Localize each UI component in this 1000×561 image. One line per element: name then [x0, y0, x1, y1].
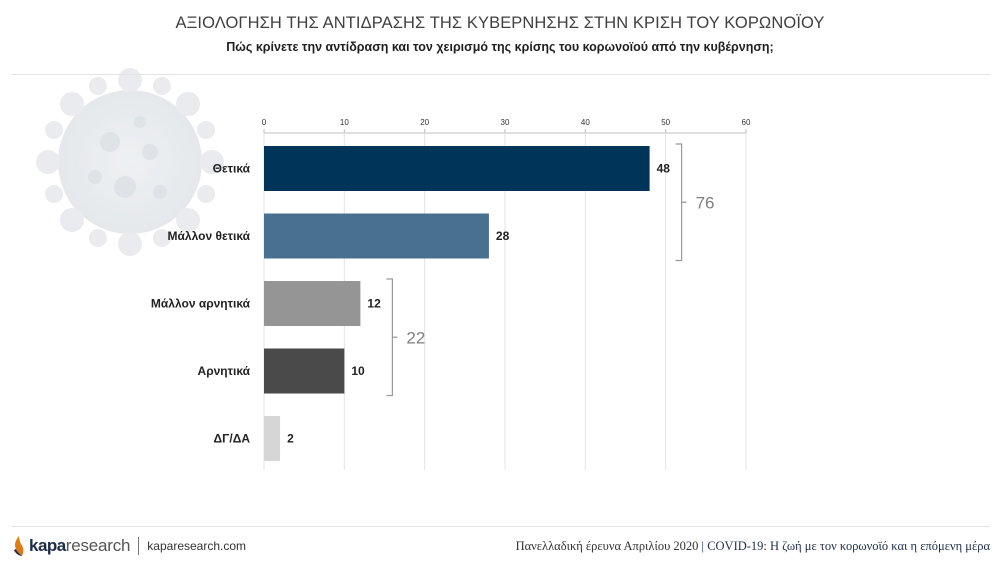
bar [264, 416, 281, 461]
value-label: 10 [351, 364, 365, 378]
logo-kapa-text: kapa [29, 536, 66, 555]
value-label: 12 [367, 297, 381, 311]
value-label: 28 [496, 229, 510, 243]
logo-research-text: research [65, 536, 131, 555]
footer-survey: Πανελλαδική έρευνα Απριλίου 2020 [515, 539, 699, 553]
chart-title: ΑΞΙΟΛΟΓΗΣΗ ΤΗΣ ΑΝΤΙΔΡΑΣΗΣ ΤΗΣ ΚΥΒΕΡΝΗΣΗΣ… [175, 14, 825, 32]
virus-illustration [36, 68, 224, 256]
footer-website: kaparesearch.com [147, 539, 247, 553]
bar [264, 281, 361, 326]
category-label: Αρνητικά [198, 364, 251, 378]
group-total-label: 76 [696, 193, 715, 212]
footer-topic: COVID-19: Η ζωή με τον κορωνοϊό και η επ… [707, 539, 990, 553]
kapa-logo-icon [14, 536, 24, 556]
value-labels: 48 28 12 10 2 [287, 162, 670, 446]
category-label: ΔΓ/ΔΑ [214, 432, 251, 446]
footer-survey-info: Πανελλαδική έρευνα Απριλίου 2020 | COVID… [516, 539, 990, 554]
category-labels: Θετικά Μάλλον θετικά Μάλλον αρνητικά Αρνητι… [151, 162, 251, 446]
group-brackets: 76 22 [386, 143, 715, 397]
group-bracket [386, 278, 398, 397]
x-tick-label: 20 [420, 118, 429, 127]
category-label: Θετικά [213, 162, 251, 176]
bar [264, 348, 345, 394]
group-bracket [675, 143, 687, 262]
footer-separator: | [701, 539, 705, 553]
footer-divider [12, 526, 990, 527]
bar [264, 146, 650, 191]
footer-brand: kapa research kaparesearch.com [12, 534, 246, 558]
x-tick-label: 0 [262, 118, 267, 127]
group-total-label: 22 [406, 328, 425, 347]
x-tick-label: 30 [501, 118, 510, 127]
value-label: 2 [287, 432, 294, 446]
x-axis-ticks: 0 10 20 30 40 50 60 [262, 118, 751, 127]
x-tick-label: 60 [742, 118, 751, 127]
x-tick-label: 10 [340, 118, 349, 127]
logo-separator [138, 537, 140, 555]
x-tick-label: 40 [581, 118, 590, 127]
category-label: Μάλλον θετικά [168, 229, 251, 243]
chart-bars [264, 146, 650, 461]
category-label: Μάλλον αρνητικά [151, 297, 251, 311]
value-label: 48 [657, 162, 671, 176]
bar [264, 213, 489, 259]
x-tick-label: 50 [661, 118, 670, 127]
chart-subtitle: Πώς κρίνετε την αντίδραση και τον χειρισ… [226, 40, 774, 54]
header-divider [12, 74, 990, 75]
